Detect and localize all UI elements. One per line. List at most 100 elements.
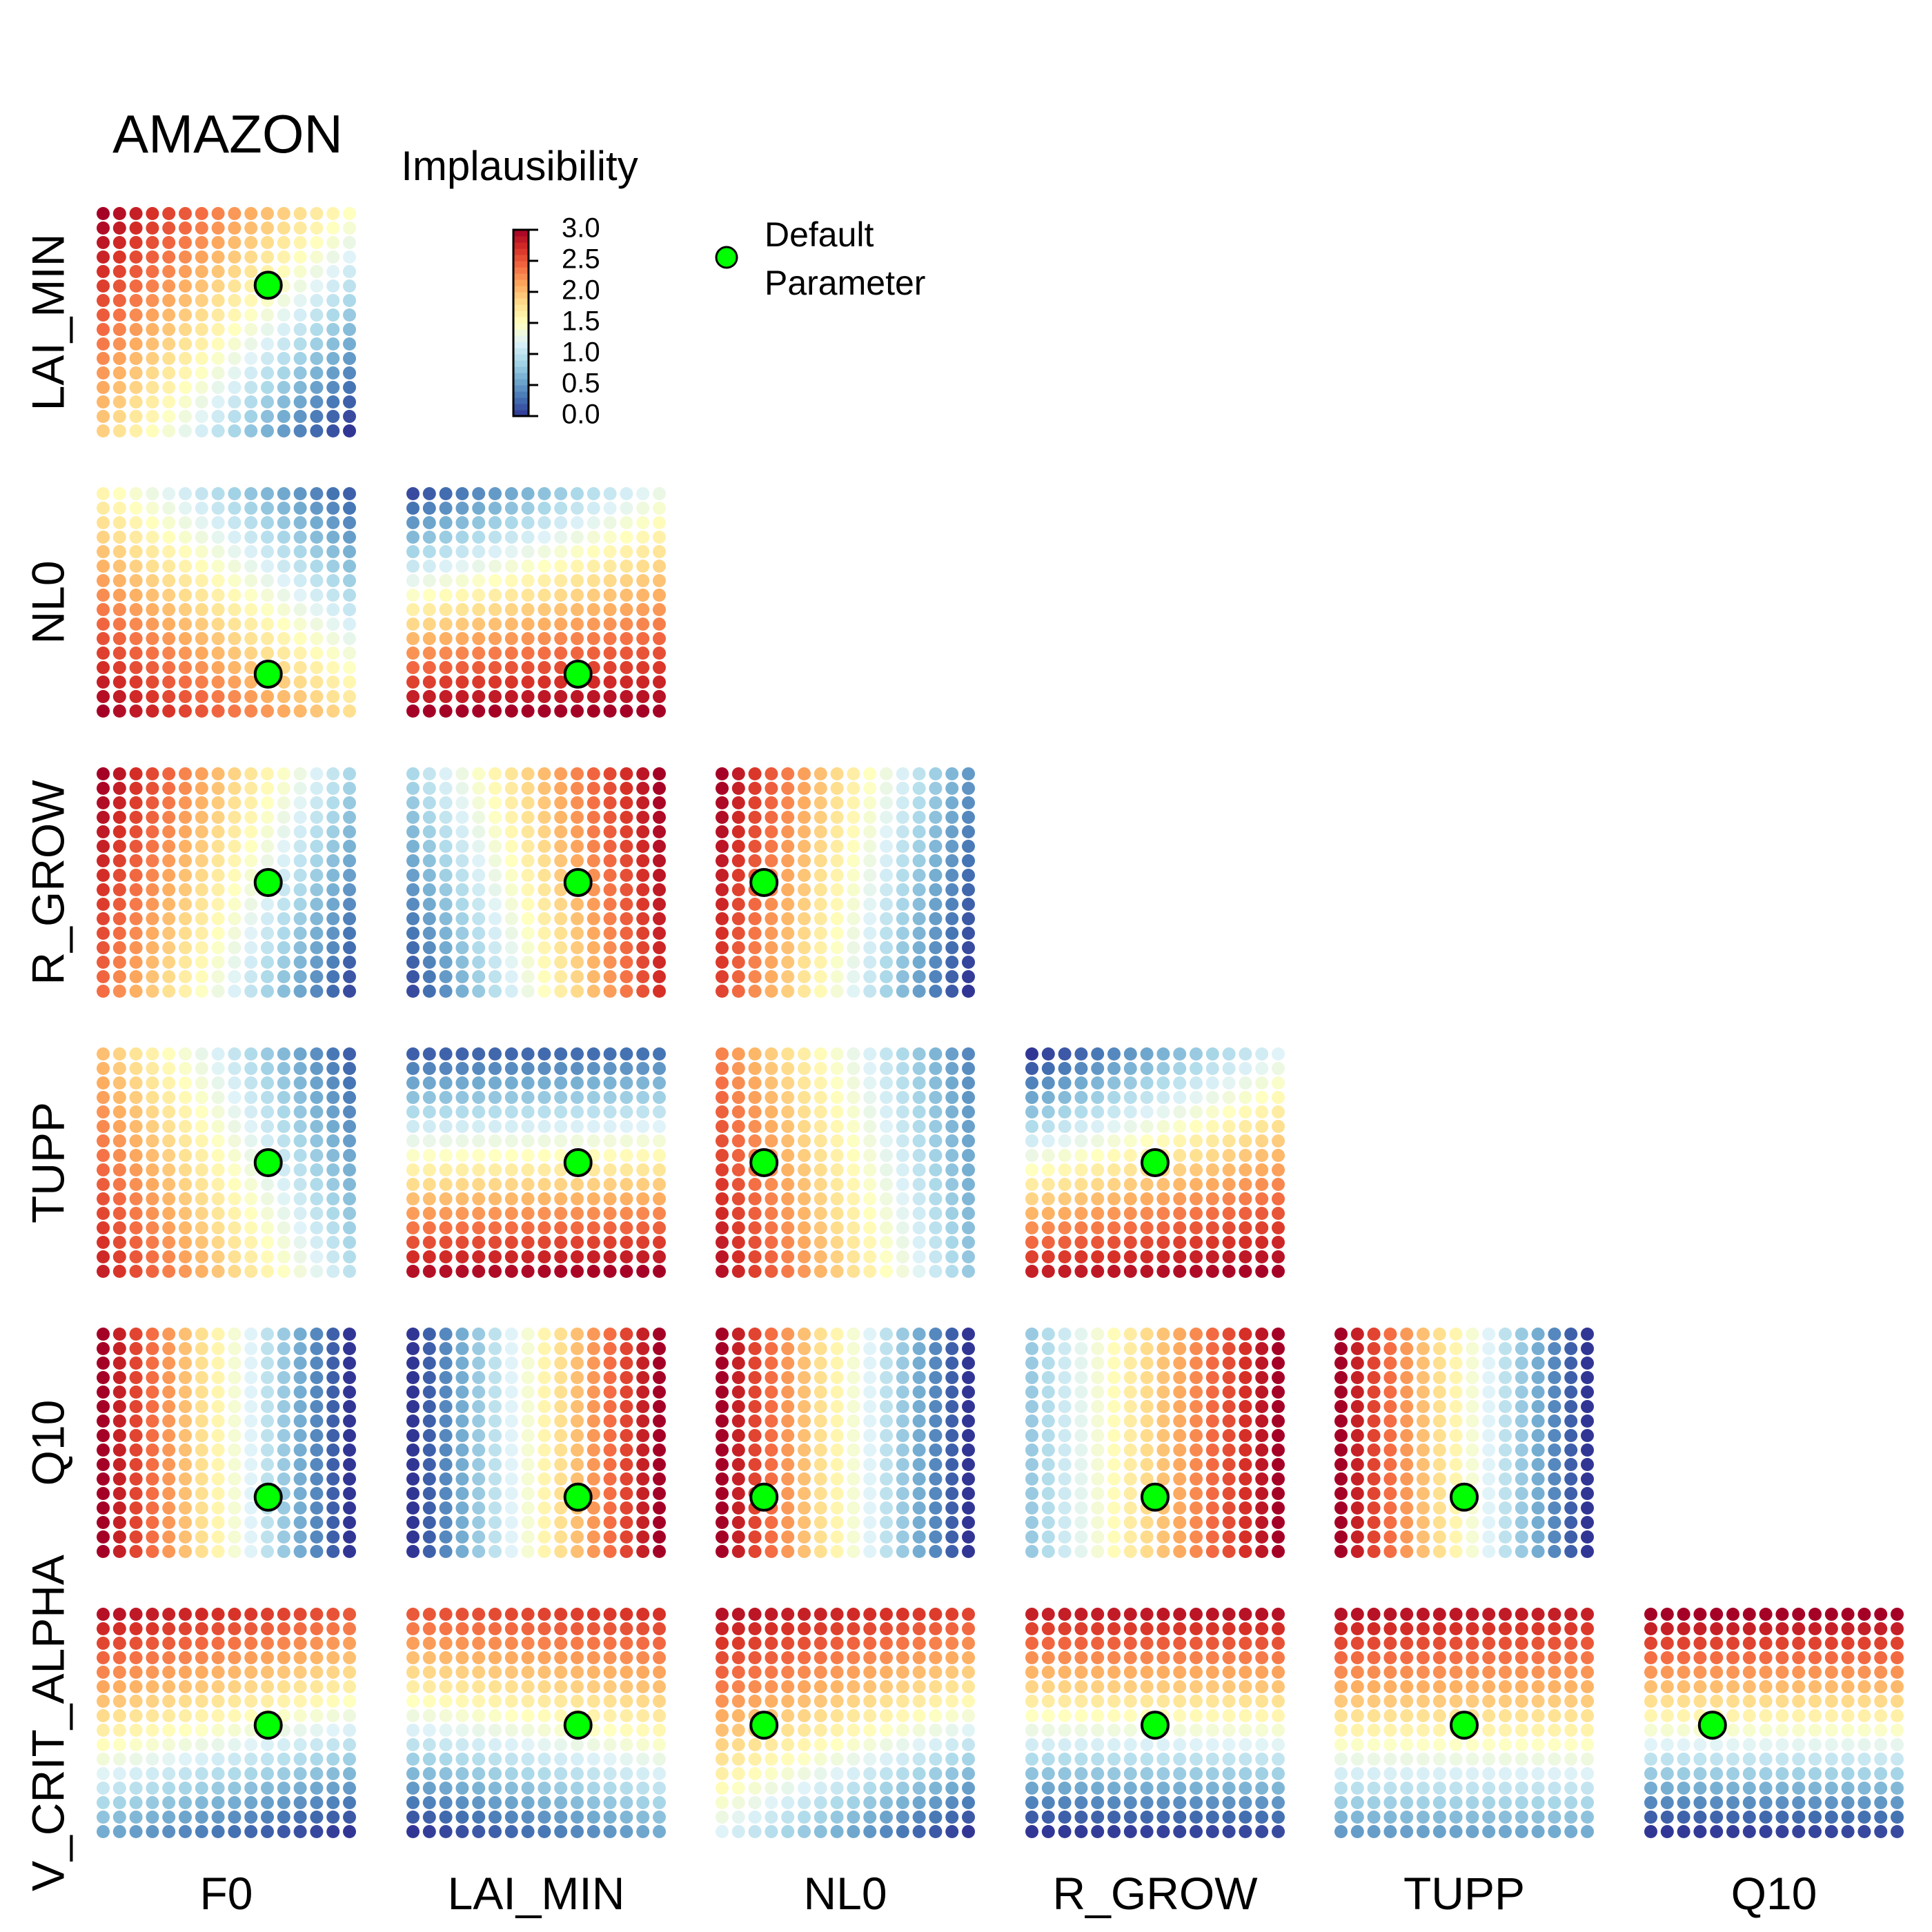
grid-point [880, 1371, 893, 1384]
grid-point [912, 970, 926, 983]
grid-point [945, 1472, 959, 1486]
grid-point [472, 1221, 486, 1234]
grid-point [765, 1221, 778, 1234]
grid-point [472, 1443, 486, 1457]
grid-point [847, 1651, 860, 1664]
grid-point [211, 294, 225, 307]
grid-point [489, 487, 502, 500]
grid-point [636, 1753, 650, 1766]
grid-point [586, 1472, 600, 1486]
grid-point [406, 869, 420, 882]
grid-point [261, 1811, 274, 1824]
grid-point [244, 1622, 258, 1635]
grid-point [244, 912, 258, 925]
grid-point [538, 1767, 551, 1780]
grid-point [538, 1458, 551, 1471]
grid-point [538, 1105, 551, 1118]
grid-point [1515, 1458, 1528, 1471]
grid-point [1350, 1666, 1364, 1679]
grid-point [814, 1400, 827, 1413]
grid-point [422, 1250, 436, 1263]
grid-point [439, 782, 453, 795]
grid-point [146, 381, 159, 394]
grid-point [798, 1047, 811, 1061]
grid-point [489, 1443, 502, 1457]
grid-point [945, 1134, 959, 1147]
grid-point [211, 661, 225, 674]
grid-point [310, 632, 324, 645]
grid-point [945, 1651, 959, 1664]
grid-point [343, 1608, 356, 1621]
grid-point [293, 1825, 307, 1838]
grid-point [748, 1530, 762, 1544]
grid-point [748, 1545, 762, 1558]
grid-point [781, 1443, 795, 1457]
grid-point [945, 1753, 959, 1766]
grid-point [439, 1091, 453, 1104]
grid-point [653, 1105, 666, 1118]
grid-point [326, 1386, 340, 1399]
grid-point [244, 207, 258, 220]
grid-point [765, 1637, 778, 1650]
grid-point [1449, 1443, 1463, 1457]
grid-point [1482, 1637, 1496, 1650]
grid-point [554, 1221, 568, 1234]
grid-point [112, 1651, 126, 1664]
grid-point [554, 767, 568, 780]
grid-point [1140, 1120, 1154, 1133]
grid-point [929, 1724, 943, 1737]
grid-point [1255, 1357, 1269, 1370]
grid-point [146, 1608, 159, 1621]
grid-point [603, 985, 617, 998]
grid-point [211, 1414, 225, 1428]
grid-point [472, 603, 486, 616]
grid-point [293, 516, 307, 529]
grid-point [129, 250, 143, 264]
grid-point [636, 1371, 650, 1384]
grid-point [571, 825, 584, 838]
grid-point [1123, 1386, 1137, 1399]
grid-point [880, 1414, 893, 1428]
grid-point [277, 236, 290, 249]
grid-point [310, 502, 324, 515]
grid-point [653, 1265, 666, 1278]
grid-point [1400, 1545, 1414, 1558]
grid-point [504, 1472, 518, 1486]
grid-point [1400, 1400, 1414, 1413]
grid-point [1173, 1666, 1187, 1679]
grid-point [293, 1545, 307, 1558]
grid-point [1140, 1825, 1154, 1838]
grid-point [1255, 1782, 1269, 1795]
grid-point [343, 308, 356, 322]
grid-point [1025, 1062, 1038, 1075]
grid-point [929, 782, 943, 795]
grid-point [228, 1342, 241, 1355]
grid-point [129, 574, 143, 587]
panel-r-grow-vs-lai-min [406, 767, 666, 998]
grid-point [636, 676, 650, 689]
grid-point [830, 1622, 844, 1635]
grid-point [261, 207, 274, 220]
grid-point [195, 1062, 208, 1075]
grid-point [97, 970, 110, 983]
grid-point [929, 1091, 943, 1104]
grid-point [653, 690, 666, 703]
grid-point [195, 1666, 208, 1679]
grid-point [962, 1192, 975, 1205]
grid-point [781, 1695, 795, 1708]
grid-point [1041, 1651, 1055, 1664]
grid-point [1058, 1414, 1072, 1428]
grid-point [586, 854, 600, 867]
grid-point [765, 1192, 778, 1205]
grid-point [195, 796, 208, 809]
grid-point [261, 1221, 274, 1234]
grid-point [293, 1753, 307, 1766]
grid-point [489, 898, 502, 911]
grid-point [945, 1825, 959, 1838]
grid-point [962, 1443, 975, 1457]
grid-point [97, 912, 110, 925]
grid-point [1272, 1782, 1285, 1795]
grid-point [1025, 1680, 1038, 1693]
grid-point [620, 1414, 633, 1428]
grid-point [863, 883, 877, 896]
